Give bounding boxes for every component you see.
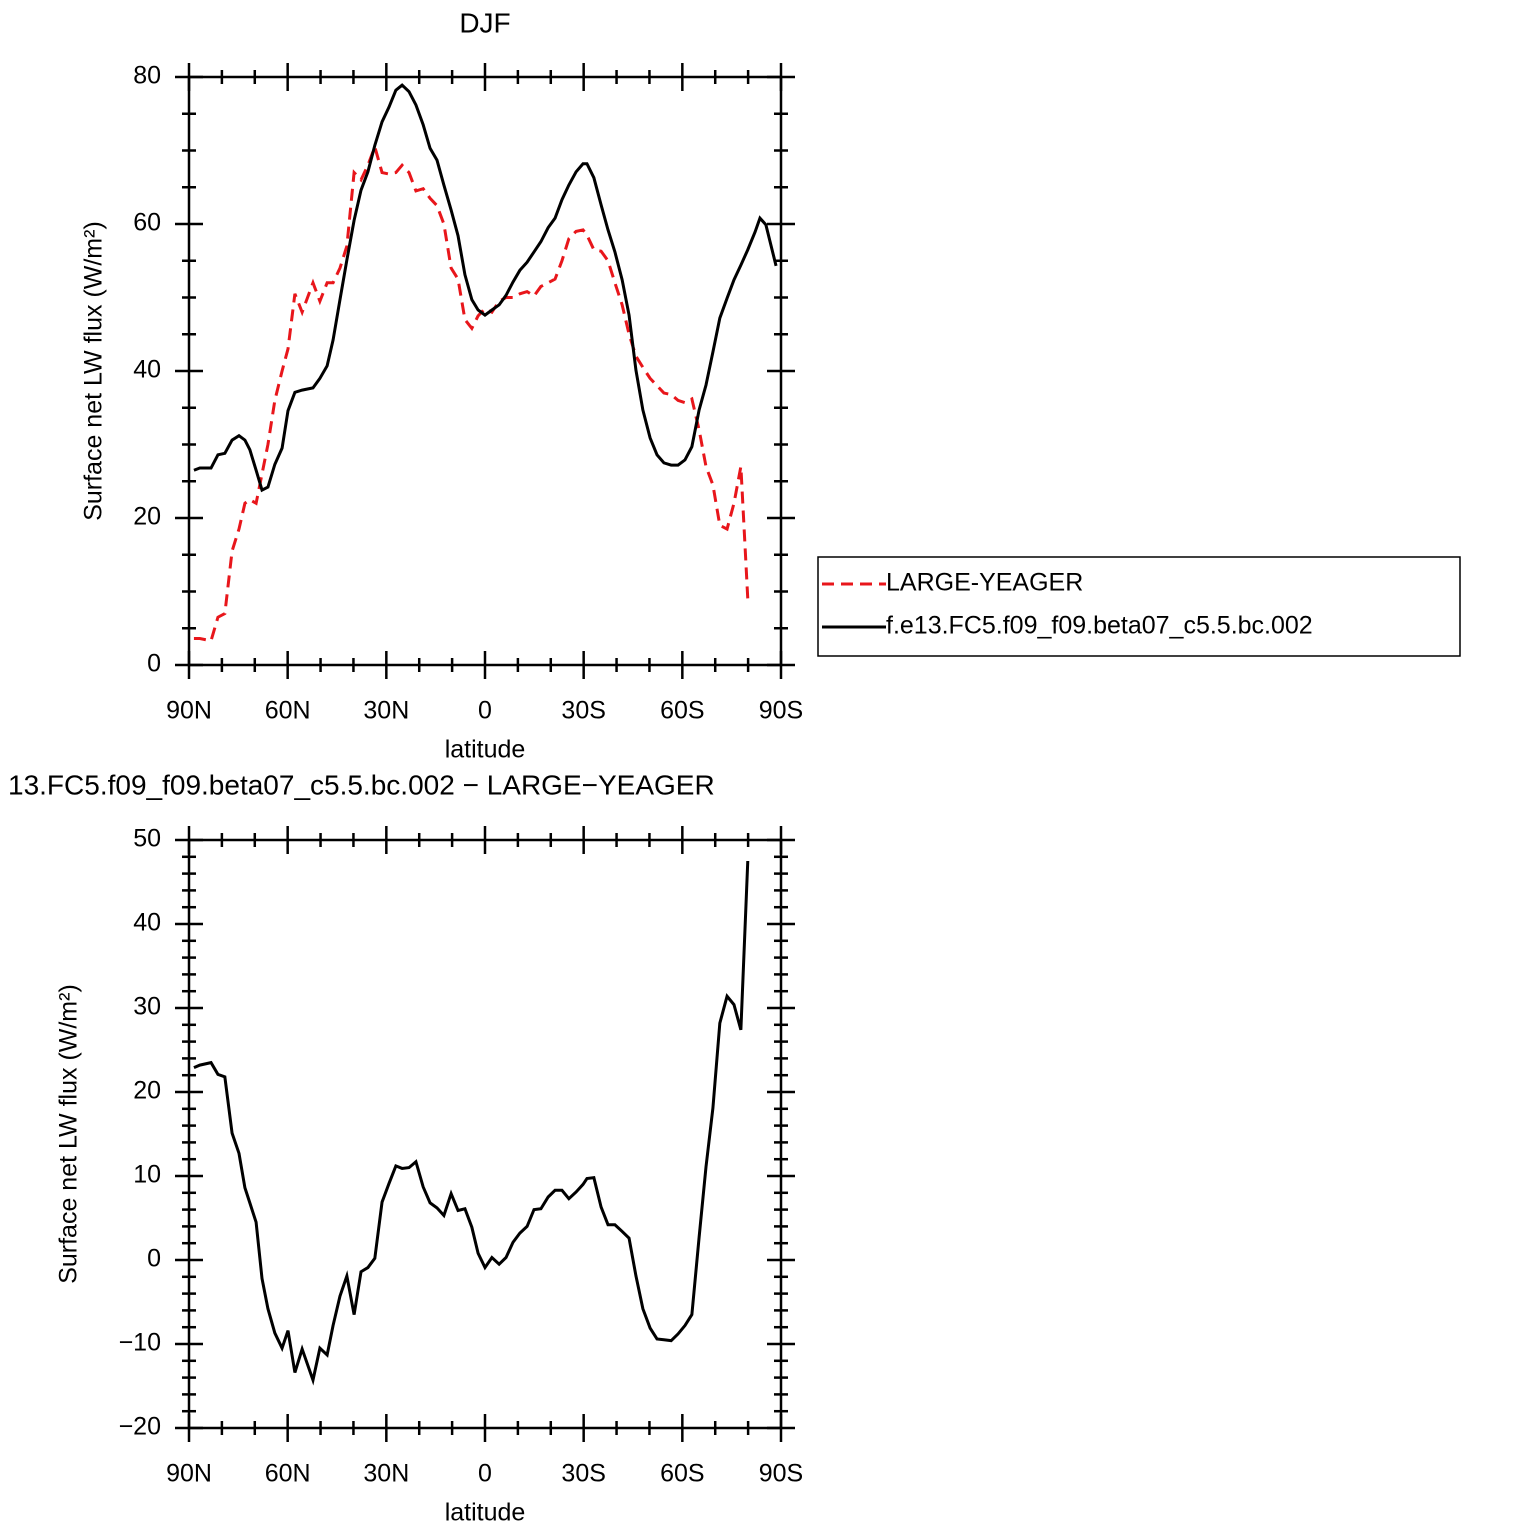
legend-label: f.e13.FC5.f09_f09.beta07_c5.5.bc.002	[886, 612, 1313, 640]
y-tick-label: 40	[133, 909, 161, 937]
y-tick-label: 80	[133, 62, 161, 90]
y-tick-label: 50	[133, 825, 161, 853]
x-tick-label: 60N	[265, 1460, 311, 1488]
x-tick-label: 30S	[561, 1460, 605, 1488]
y-axis-label: Surface net LW flux (W/m²)	[55, 984, 83, 1284]
y-tick-label: 10	[133, 1161, 161, 1189]
x-tick-label: 60N	[265, 697, 311, 725]
x-axis-label: latitude	[445, 736, 526, 764]
legend-label: LARGE-YEAGER	[886, 569, 1083, 597]
data-line	[193, 860, 750, 1386]
plot-frame	[187, 838, 783, 1430]
chart-title: DJF	[459, 7, 510, 38]
y-tick-label: −10	[119, 1329, 161, 1357]
y-tick-label: −20	[119, 1413, 161, 1441]
x-tick-label: 90S	[759, 1460, 803, 1488]
x-tick-label: 90S	[759, 697, 803, 725]
y-tick-label: 30	[133, 993, 161, 1021]
x-tick-label: 30N	[363, 1460, 409, 1488]
chart-title: 13.FC5.f09_f09.beta07_c5.5.bc.002 − LARG…	[8, 769, 715, 800]
y-tick-label: 20	[133, 1077, 161, 1105]
x-tick-label: 90N	[166, 1460, 212, 1488]
x-tick-label: 0	[478, 1460, 492, 1488]
y-axis-label: Surface net LW flux (W/m²)	[80, 221, 108, 521]
y-tick-label: 40	[133, 356, 161, 384]
data-line	[193, 142, 750, 643]
legend-box	[817, 556, 1461, 657]
y-tick-label: 20	[133, 503, 161, 531]
plot-frame	[187, 75, 783, 667]
x-tick-label: 90N	[166, 697, 212, 725]
x-tick-label: 30S	[561, 697, 605, 725]
y-tick-label: 60	[133, 209, 161, 237]
x-tick-label: 60S	[660, 1460, 704, 1488]
data-line	[193, 83, 778, 493]
x-tick-label: 60S	[660, 697, 704, 725]
y-tick-label: 0	[147, 1245, 161, 1273]
x-tick-label: 0	[478, 697, 492, 725]
x-axis-label: latitude	[445, 1499, 526, 1527]
x-tick-label: 30N	[363, 697, 409, 725]
y-tick-label: 0	[147, 650, 161, 678]
